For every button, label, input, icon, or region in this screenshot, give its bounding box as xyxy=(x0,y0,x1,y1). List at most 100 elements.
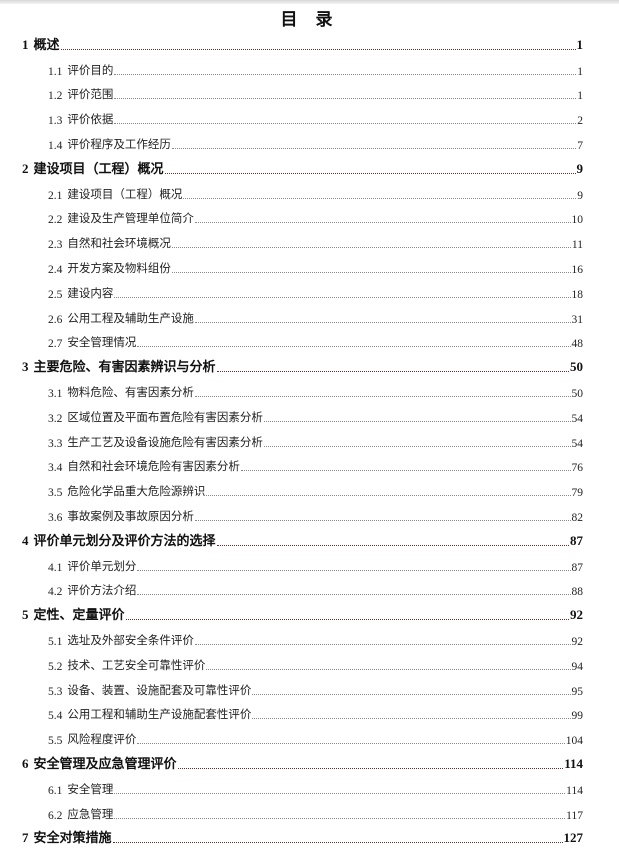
entry-title: 安全管理情况 xyxy=(67,335,137,350)
toc-section-entry[interactable]: 3.2 区域位置及平面布置危险有害因素分析 54 xyxy=(22,404,583,429)
dot-leader xyxy=(194,222,571,224)
toc-chapter-entry[interactable]: 1 概述 1 xyxy=(22,32,583,57)
toc-chapter-entry[interactable]: 7 安全对策措施 127 xyxy=(22,826,583,851)
entry-page-number: 92 xyxy=(571,635,584,648)
entry-title: 安全管理 xyxy=(67,781,114,796)
entry-title: 安全管理及应急管理评价 xyxy=(33,756,177,772)
toc-section-entry[interactable]: 3.3 生产工艺及设备设施危险有害因素分析 54 xyxy=(22,429,583,454)
entry-title: 评价范围 xyxy=(67,87,114,102)
entry-page-number: 99 xyxy=(571,710,584,723)
entry-page-number: 18 xyxy=(571,288,584,301)
entry-page-number: 54 xyxy=(571,412,584,425)
toc-section-entry[interactable]: 2.6 公用工程及辅助生产设施 31 xyxy=(22,305,583,330)
dot-leader xyxy=(137,569,571,571)
dot-leader xyxy=(252,718,571,720)
entry-title: 风险程度评价 xyxy=(67,732,137,747)
entry-number: 5.4 xyxy=(48,710,63,723)
entry-title: 应急管理 xyxy=(67,806,114,821)
entry-title: 定性、定量评价 xyxy=(33,608,125,624)
dot-leader xyxy=(114,123,577,125)
entry-title: 建设内容 xyxy=(67,285,114,300)
toc-section-entry[interactable]: 1.4 评价程序及工作经历 7 xyxy=(22,131,583,156)
entry-page-number: 92 xyxy=(570,607,583,623)
entry-title: 事故案例及事故原因分析 xyxy=(67,508,194,523)
entry-number: 5.2 xyxy=(48,660,63,673)
toc-section-entry[interactable]: 5.3 设备、装置、设施配套及可靠性评价 95 xyxy=(22,677,583,702)
toc-chapter-entry[interactable]: 5 定性、定量评价 92 xyxy=(22,602,583,627)
toc-section-entry[interactable]: 2.2 建设及生产管理单位简介 10 xyxy=(22,206,583,231)
toc-section-entry[interactable]: 2.5 建设内容 18 xyxy=(22,280,583,305)
dot-leader xyxy=(194,519,571,521)
dot-leader xyxy=(114,98,577,100)
dot-leader xyxy=(252,693,571,695)
entry-number: 2.5 xyxy=(48,288,63,301)
toc-section-entry[interactable]: 5.5 风险程度评价 104 xyxy=(22,726,583,751)
entry-title: 评价程序及工作经历 xyxy=(67,136,171,151)
entry-number: 1.3 xyxy=(48,115,63,128)
entry-title: 评价方法介绍 xyxy=(67,583,137,598)
entry-number: 5.5 xyxy=(48,735,63,748)
toc-section-entry[interactable]: 3.5 危险化学品重大危险源辨识 79 xyxy=(22,478,583,503)
entry-number: 1 xyxy=(22,36,29,52)
toc-section-entry[interactable]: 4.1 评价单元划分 87 xyxy=(22,553,583,578)
entry-number: 3.1 xyxy=(48,387,63,400)
entry-number: 2.6 xyxy=(48,313,63,326)
dot-leader xyxy=(171,147,577,149)
entry-title: 建设项目（工程）概况 xyxy=(33,161,164,177)
toc-section-entry[interactable]: 2.1 建设项目（工程）概况 9 xyxy=(22,181,583,206)
entry-title: 自然和社会环境危险有害因素分析 xyxy=(67,459,240,474)
toc-section-entry[interactable]: 2.4 开发方案及物料组份 16 xyxy=(22,255,583,280)
dot-leader xyxy=(164,172,576,174)
entry-page-number: 16 xyxy=(571,263,584,276)
page-top-edge xyxy=(0,0,619,4)
toc-section-entry[interactable]: 5.2 技术、工艺安全可靠性评价 94 xyxy=(22,652,583,677)
entry-number: 2.3 xyxy=(48,239,63,252)
toc-section-entry[interactable]: 5.4 公用工程和辅助生产设施配套性评价 99 xyxy=(22,702,583,727)
entry-page-number: 50 xyxy=(571,387,584,400)
entry-number: 2.4 xyxy=(48,263,63,276)
entry-page-number: 9 xyxy=(576,160,584,176)
entry-title: 技术、工艺安全可靠性评价 xyxy=(67,657,206,672)
toc-chapter-entry[interactable]: 6 安全管理及应急管理评价 114 xyxy=(22,751,583,776)
entry-page-number: 7 xyxy=(577,139,583,152)
toc-section-entry[interactable]: 4.2 评价方法介绍 88 xyxy=(22,578,583,603)
dot-leader xyxy=(240,470,571,472)
toc-chapter-entry[interactable]: 4 评价单元划分及评价方法的选择 87 xyxy=(22,528,583,553)
dot-leader xyxy=(171,271,571,273)
entry-number: 6 xyxy=(22,755,29,771)
entry-page-number: 87 xyxy=(571,561,584,574)
entry-page-number: 127 xyxy=(563,830,584,846)
toc-chapter-entry[interactable]: 2 建设项目（工程）概况 9 xyxy=(22,156,583,181)
entry-title: 主要危险、有害因素辨识与分析 xyxy=(33,360,216,376)
dot-leader xyxy=(137,594,571,596)
toc-section-entry[interactable]: 5.1 选址及外部安全条件评价 92 xyxy=(22,627,583,652)
entry-number: 2.7 xyxy=(48,338,63,351)
toc-section-entry[interactable]: 2.7 安全管理情况 48 xyxy=(22,330,583,355)
dot-leader xyxy=(125,619,569,621)
entry-page-number: 114 xyxy=(566,784,583,797)
toc-section-entry[interactable]: 3.4 自然和社会环境危险有害因素分析 76 xyxy=(22,454,583,479)
dot-leader xyxy=(194,395,571,397)
toc-section-entry[interactable]: 6.2 应急管理 117 xyxy=(22,801,583,826)
dot-leader xyxy=(206,495,571,497)
entry-number: 1.2 xyxy=(48,90,63,103)
toc-chapter-entry[interactable]: 3 主要危险、有害因素辨识与分析 50 xyxy=(22,354,583,379)
toc-section-entry[interactable]: 6.1 安全管理 114 xyxy=(22,776,583,801)
dot-leader xyxy=(137,346,571,348)
toc-section-entry[interactable]: 3.1 物料危险、有害因素分析 50 xyxy=(22,379,583,404)
entry-page-number: 48 xyxy=(571,338,584,351)
dot-leader xyxy=(114,817,566,819)
toc-section-entry[interactable]: 1.2 评价范围 1 xyxy=(22,82,583,107)
entry-page-number: 114 xyxy=(564,755,583,771)
toc-section-entry[interactable]: 3.6 事故案例及事故原因分析 82 xyxy=(22,503,583,528)
toc-section-entry[interactable]: 1.3 评价依据 2 xyxy=(22,106,583,131)
entry-number: 6.2 xyxy=(48,809,63,822)
entry-number: 6.1 xyxy=(48,784,63,797)
entry-number: 7 xyxy=(22,830,29,846)
entry-number: 4 xyxy=(22,532,29,548)
dot-leader xyxy=(171,247,571,249)
toc-section-entry[interactable]: 1.1 评价目的 1 xyxy=(22,57,583,82)
toc-section-entry[interactable]: 2.3 自然和社会环境概况 11 xyxy=(22,230,583,255)
dot-leader xyxy=(183,197,577,199)
entry-number: 5 xyxy=(22,607,29,623)
